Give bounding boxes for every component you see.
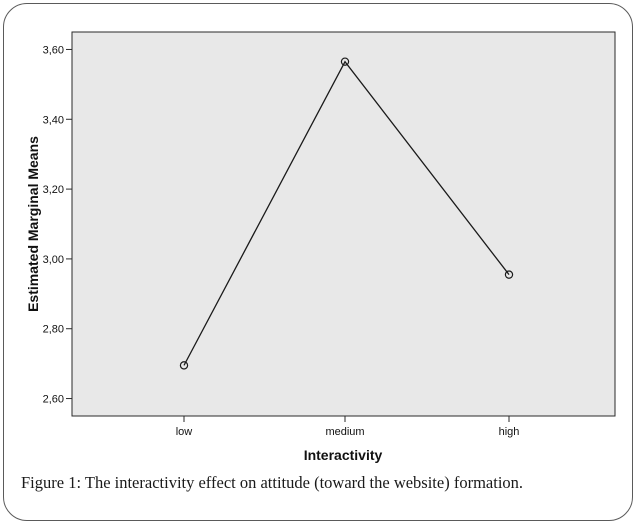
y-axis: 2,60 2,80 3,00 3,20 3,40 3,60 xyxy=(43,44,72,406)
y-tick-label: 3,60 xyxy=(43,44,64,56)
y-tick-label: 2,60 xyxy=(43,394,64,406)
x-axis: low medium high xyxy=(176,416,520,438)
figure-caption: Figure 1: The interactivity effect on at… xyxy=(21,473,524,492)
y-tick-label: 2,80 xyxy=(43,324,64,336)
data-point-marker xyxy=(340,57,350,66)
data-point-marker xyxy=(504,270,514,279)
y-tick-label: 3,40 xyxy=(43,114,64,126)
y-axis-title: Estimated Marginal Means xyxy=(25,136,41,312)
y-tick-label: 3,20 xyxy=(43,184,64,196)
x-tick-label: medium xyxy=(325,426,364,438)
x-tick-label: low xyxy=(176,426,193,438)
data-point-marker xyxy=(179,361,189,370)
y-tick-label: 3,00 xyxy=(43,254,64,266)
series xyxy=(179,57,514,370)
x-tick-label: high xyxy=(499,426,520,438)
x-axis-title: Interactivity xyxy=(304,447,383,463)
plot-area xyxy=(71,31,616,417)
series-line xyxy=(183,60,510,366)
